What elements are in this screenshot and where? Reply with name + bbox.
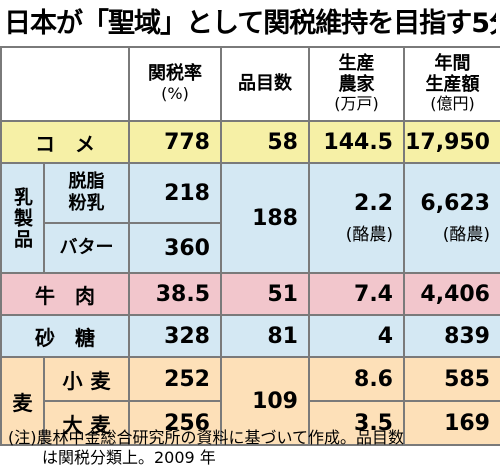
beef-tariff: 38.5 bbox=[128, 272, 222, 316]
header-farms: 生産 農家 (万戸) bbox=[308, 46, 405, 122]
row-label-beef: 牛肉 bbox=[0, 272, 130, 316]
dairy-items: 188 bbox=[220, 162, 310, 274]
header-blank bbox=[0, 46, 130, 122]
header-row: 関税率 (%) 品目数 生産 農家 (万戸) 年間 生産額 (億円) bbox=[0, 46, 500, 122]
sugar-items: 81 bbox=[220, 314, 310, 358]
wheat-tariff: 252 bbox=[128, 356, 222, 402]
row-label-rice: コメ bbox=[0, 120, 130, 164]
rice-tariff: 778 bbox=[128, 120, 222, 164]
butter-tariff: 360 bbox=[128, 222, 222, 274]
table-row-sugar: 砂糖 328 81 4 839 bbox=[0, 314, 500, 358]
barley-farms: 3.5 bbox=[308, 400, 405, 446]
skim-milk-tariff: 218 bbox=[128, 162, 222, 224]
table-row-wheat: 麦 小麦 252 109 8.6 585 bbox=[0, 356, 500, 446]
rice-farms: 144.5 bbox=[308, 120, 405, 164]
table-row-skim-milk: 乳製品 脱脂 粉乳 218 188 2.2 (酪農) 6,623 (酪農) bbox=[0, 162, 500, 274]
dairy-farms: 2.2 (酪農) bbox=[308, 162, 405, 274]
group-label-dairy: 乳製品 bbox=[0, 162, 45, 274]
sugar-output: 839 bbox=[403, 314, 500, 358]
tariff-table: 関税率 (%) 品目数 生産 農家 (万戸) 年間 生産額 (億円) コメ 77… bbox=[0, 46, 500, 446]
beef-farms: 7.4 bbox=[308, 272, 405, 316]
sugar-farms: 4 bbox=[308, 314, 405, 358]
barley-tariff: 256 bbox=[128, 400, 222, 446]
row-label-wheat: 小麦 bbox=[43, 356, 130, 402]
table-row-rice: コメ 778 58 144.5 17,950 bbox=[0, 120, 500, 164]
beef-output: 4,406 bbox=[403, 272, 500, 316]
beef-items: 51 bbox=[220, 272, 310, 316]
row-label-sugar: 砂糖 bbox=[0, 314, 130, 358]
rice-items: 58 bbox=[220, 120, 310, 164]
barley-output: 169 bbox=[403, 400, 500, 446]
wheat-output: 585 bbox=[403, 356, 500, 402]
footnote: (注)農林中金総合研究所の資料に基づいて作成。品目数 は関税分類上。2009 年 bbox=[8, 428, 405, 467]
dairy-output: 6,623 (酪農) bbox=[403, 162, 500, 274]
header-tariff: 関税率 (%) bbox=[128, 46, 222, 122]
row-label-barley: 大麦 bbox=[43, 400, 130, 446]
row-label-butter: バター bbox=[43, 222, 130, 274]
header-items: 品目数 bbox=[220, 46, 310, 122]
table-row-butter: バター 360 bbox=[1, 222, 500, 274]
wheat-items: 109 bbox=[220, 356, 310, 446]
rice-output: 17,950 bbox=[403, 120, 500, 164]
header-output: 年間 生産額 (億円) bbox=[403, 46, 500, 122]
page-title: 日本が「聖域」として関税維持を目指す5分野 bbox=[4, 8, 496, 39]
table-row-barley: 大麦 256 3.5 169 bbox=[1, 400, 500, 446]
wheat-farms: 8.6 bbox=[308, 356, 405, 402]
group-label-wheat: 麦 bbox=[0, 356, 45, 446]
table-row-beef: 牛肉 38.5 51 7.4 4,406 bbox=[0, 272, 500, 316]
row-label-skim-milk: 脱脂 粉乳 bbox=[43, 162, 130, 224]
sugar-tariff: 328 bbox=[128, 314, 222, 358]
